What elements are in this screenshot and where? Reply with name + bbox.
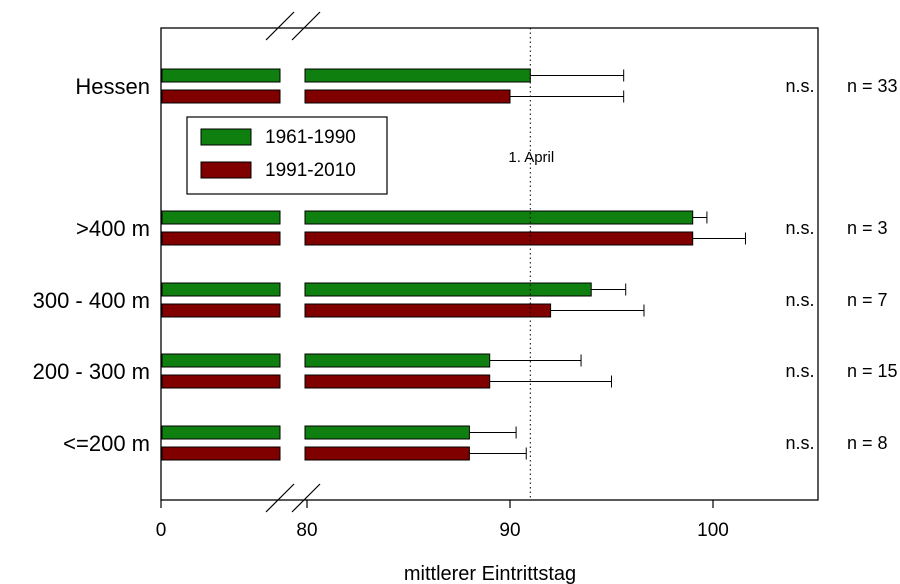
bar-group-3-series-0-left: [161, 353, 281, 368]
x-axis: 0 80 90 100: [156, 500, 729, 541]
category-label: 200 - 300 m: [33, 359, 150, 384]
bar-group-4-series-0-left: [161, 425, 281, 440]
axis-break-marks: [265, 11, 321, 513]
reference-line-layer: 1. April: [508, 28, 554, 500]
x-tick-label: 100: [697, 520, 729, 541]
plot-frame: [160, 27, 819, 501]
bar-group-1-series-1: [304, 231, 694, 246]
bar-group-4-series-0: [304, 425, 470, 440]
axis-break-mark: [291, 483, 321, 513]
bars-layer: [161, 68, 746, 461]
axis-break-mark: [265, 11, 295, 41]
legend-label: 1991-2010: [265, 160, 356, 181]
x-axis-label: mittlerer Eintrittstag: [404, 563, 576, 584]
n-count-label: n = 15: [847, 361, 898, 381]
axis-break-mark: [291, 11, 321, 41]
significance-label: n.s.: [785, 433, 814, 453]
bar-group-2-series-1-left: [161, 303, 281, 318]
significance-label: n.s.: [785, 361, 814, 381]
legend: 1961-1990 1991-2010: [186, 116, 388, 195]
bar-group-0-series-0: [304, 68, 531, 83]
category-label: 300 - 400 m: [33, 288, 150, 313]
significance-label: n.s.: [785, 218, 814, 238]
significance-label: n.s.: [785, 76, 814, 96]
category-label: <=200 m: [63, 431, 150, 456]
legend-label: 1961-1990: [265, 127, 356, 148]
bar-group-1-series-0-left: [161, 210, 281, 225]
bar-group-0-series-1-left: [161, 89, 281, 104]
n-count-label: n = 7: [847, 290, 888, 310]
bar-group-0-series-1: [304, 89, 511, 104]
bar-group-2-series-0: [304, 282, 592, 297]
bar-group-0-series-0-left: [161, 68, 281, 83]
bar-group-1-series-0: [304, 210, 694, 225]
bar-group-4-series-1-left: [161, 446, 281, 461]
bar-group-2-series-0-left: [161, 282, 281, 297]
reference-line-label: 1. April: [508, 149, 554, 166]
bar-group-3-series-1: [304, 374, 491, 389]
bar-group-3-series-0: [304, 353, 491, 368]
legend-swatch: [200, 128, 252, 146]
category-label: >400 m: [76, 216, 150, 241]
axis-break-mark: [265, 483, 295, 513]
x-tick-label: 90: [499, 520, 520, 541]
category-label: Hessen: [75, 74, 150, 99]
bar-group-3-series-1-left: [161, 374, 281, 389]
significance-label: n.s.: [785, 290, 814, 310]
n-count-label: n = 8: [847, 433, 888, 453]
bar-group-2-series-1: [304, 303, 552, 318]
x-tick-label: 0: [156, 520, 167, 541]
bar-group-4-series-1: [304, 446, 470, 461]
x-tick-label: 80: [296, 520, 317, 541]
n-count-label: n = 3: [847, 218, 888, 238]
n-count-label: n = 33: [847, 76, 898, 96]
bar-group-1-series-1-left: [161, 231, 281, 246]
category-labels-layer: Hessen n.s. n = 33 >400 m n.s. n = 3 300 - 400…: [33, 74, 898, 456]
legend-swatch: [200, 161, 252, 179]
